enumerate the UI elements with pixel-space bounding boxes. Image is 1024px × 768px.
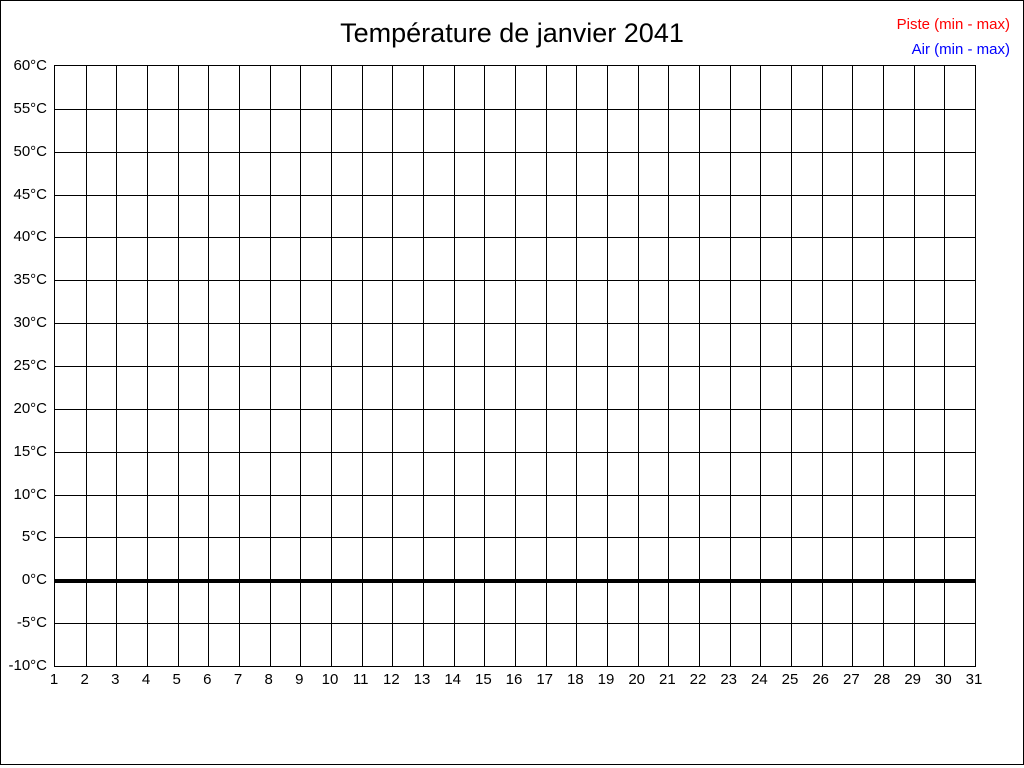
x-tick-label-10: 10 bbox=[321, 671, 339, 688]
x-tick-label-29: 29 bbox=[904, 671, 921, 688]
zero-temperature-line bbox=[55, 579, 975, 583]
x-tick-label-9: 9 bbox=[295, 671, 304, 688]
x-tick-label-7: 7 bbox=[233, 671, 243, 688]
x-tick-label-14: 14 bbox=[444, 671, 461, 688]
x-tick-label-24: 24 bbox=[750, 671, 768, 688]
y-tick-label-30: 30°C bbox=[13, 314, 47, 331]
y-tick-label-20: 20°C bbox=[13, 400, 47, 417]
x-axis-tick-labels: 1 2 3 4 5 6 7 8 9 10 11 12 13 14 15 16 17 18 19 20 21 22 23 24 2… bbox=[0, 671, 1024, 691]
x-tick-label-8: 8 bbox=[264, 671, 273, 688]
y-tick-label-25: 25°C bbox=[13, 357, 47, 374]
x-tick-label-18: 18 bbox=[566, 671, 584, 688]
y-tick-label-55: 55°C bbox=[13, 100, 47, 117]
grid-hline-5 bbox=[55, 537, 975, 538]
x-tick-label-11: 11 bbox=[352, 671, 369, 688]
x-tick-label-25: 25 bbox=[781, 671, 799, 688]
x-tick-label-6: 6 bbox=[203, 671, 212, 688]
chart-legend: Piste (min - max) Air (min - max) bbox=[897, 12, 1010, 62]
grid-hline-55 bbox=[55, 109, 975, 110]
x-tick-label-19: 19 bbox=[597, 671, 615, 688]
grid-hline-25 bbox=[55, 366, 975, 367]
x-tick-label-22: 22 bbox=[689, 671, 707, 688]
x-tick-label-27: 27 bbox=[842, 671, 860, 688]
legend-air-label: Air (min - max) bbox=[911, 41, 1010, 58]
grid-hline-20 bbox=[55, 409, 975, 410]
x-tick-label-13: 13 bbox=[413, 671, 431, 688]
grid-hline-40 bbox=[55, 237, 975, 238]
y-tick-label-10: 10°C bbox=[13, 486, 47, 503]
plot-area bbox=[54, 65, 976, 667]
y-tick-label-45: 45°C bbox=[13, 186, 47, 203]
y-tick-label--10: -10°C bbox=[8, 657, 47, 674]
y-tick-label-35: 35°C bbox=[13, 271, 47, 288]
x-tick-label-3: 3 bbox=[111, 671, 120, 688]
x-tick-label-16: 16 bbox=[505, 671, 523, 688]
grid-hline-30 bbox=[55, 323, 975, 324]
x-tick-label-20: 20 bbox=[628, 671, 645, 688]
x-tick-label-26: 26 bbox=[812, 671, 829, 688]
legend-piste-label: Piste (min - max) bbox=[896, 16, 1010, 33]
grid-hline--5 bbox=[55, 623, 975, 624]
grid-hline-45 bbox=[55, 195, 975, 196]
grid-hline-10 bbox=[55, 495, 975, 496]
y-tick-label-5: 5°C bbox=[21, 528, 47, 545]
x-tick-label-17: 17 bbox=[536, 671, 553, 688]
x-tick-label-15: 15 bbox=[474, 671, 492, 688]
grid-hline-15 bbox=[55, 452, 975, 453]
x-tick-label-31: 31 bbox=[965, 671, 983, 688]
y-tick-label-0: 0°C bbox=[21, 571, 47, 588]
x-tick-label-4: 4 bbox=[141, 671, 151, 688]
y-tick-label-60: 60°C bbox=[13, 57, 47, 74]
x-tick-label-30: 30 bbox=[934, 671, 952, 688]
x-tick-label-28: 28 bbox=[873, 671, 891, 688]
grid-hline-50 bbox=[55, 152, 975, 153]
y-tick-label-40: 40°C bbox=[13, 228, 47, 245]
x-tick-label-23: 23 bbox=[720, 671, 737, 688]
x-tick-label-2: 2 bbox=[80, 671, 89, 688]
y-tick-label--5: -5°C bbox=[16, 614, 47, 631]
grid-hline-35 bbox=[55, 280, 975, 281]
y-tick-label-15: 15°C bbox=[13, 443, 47, 460]
x-tick-label-12: 12 bbox=[382, 671, 400, 688]
y-tick-label-50: 50°C bbox=[13, 143, 47, 160]
chart-title: Température de janvier 2041 bbox=[340, 18, 684, 48]
x-tick-label-1: 1 bbox=[49, 671, 59, 688]
x-tick-label-5: 5 bbox=[172, 671, 181, 688]
x-tick-label-21: 21 bbox=[658, 671, 676, 688]
y-axis-tick-labels: 60°C 55°C 50°C 45°C 40°C 35°C 30°C 25°C 20°C 15°C… bbox=[0, 58, 47, 673]
